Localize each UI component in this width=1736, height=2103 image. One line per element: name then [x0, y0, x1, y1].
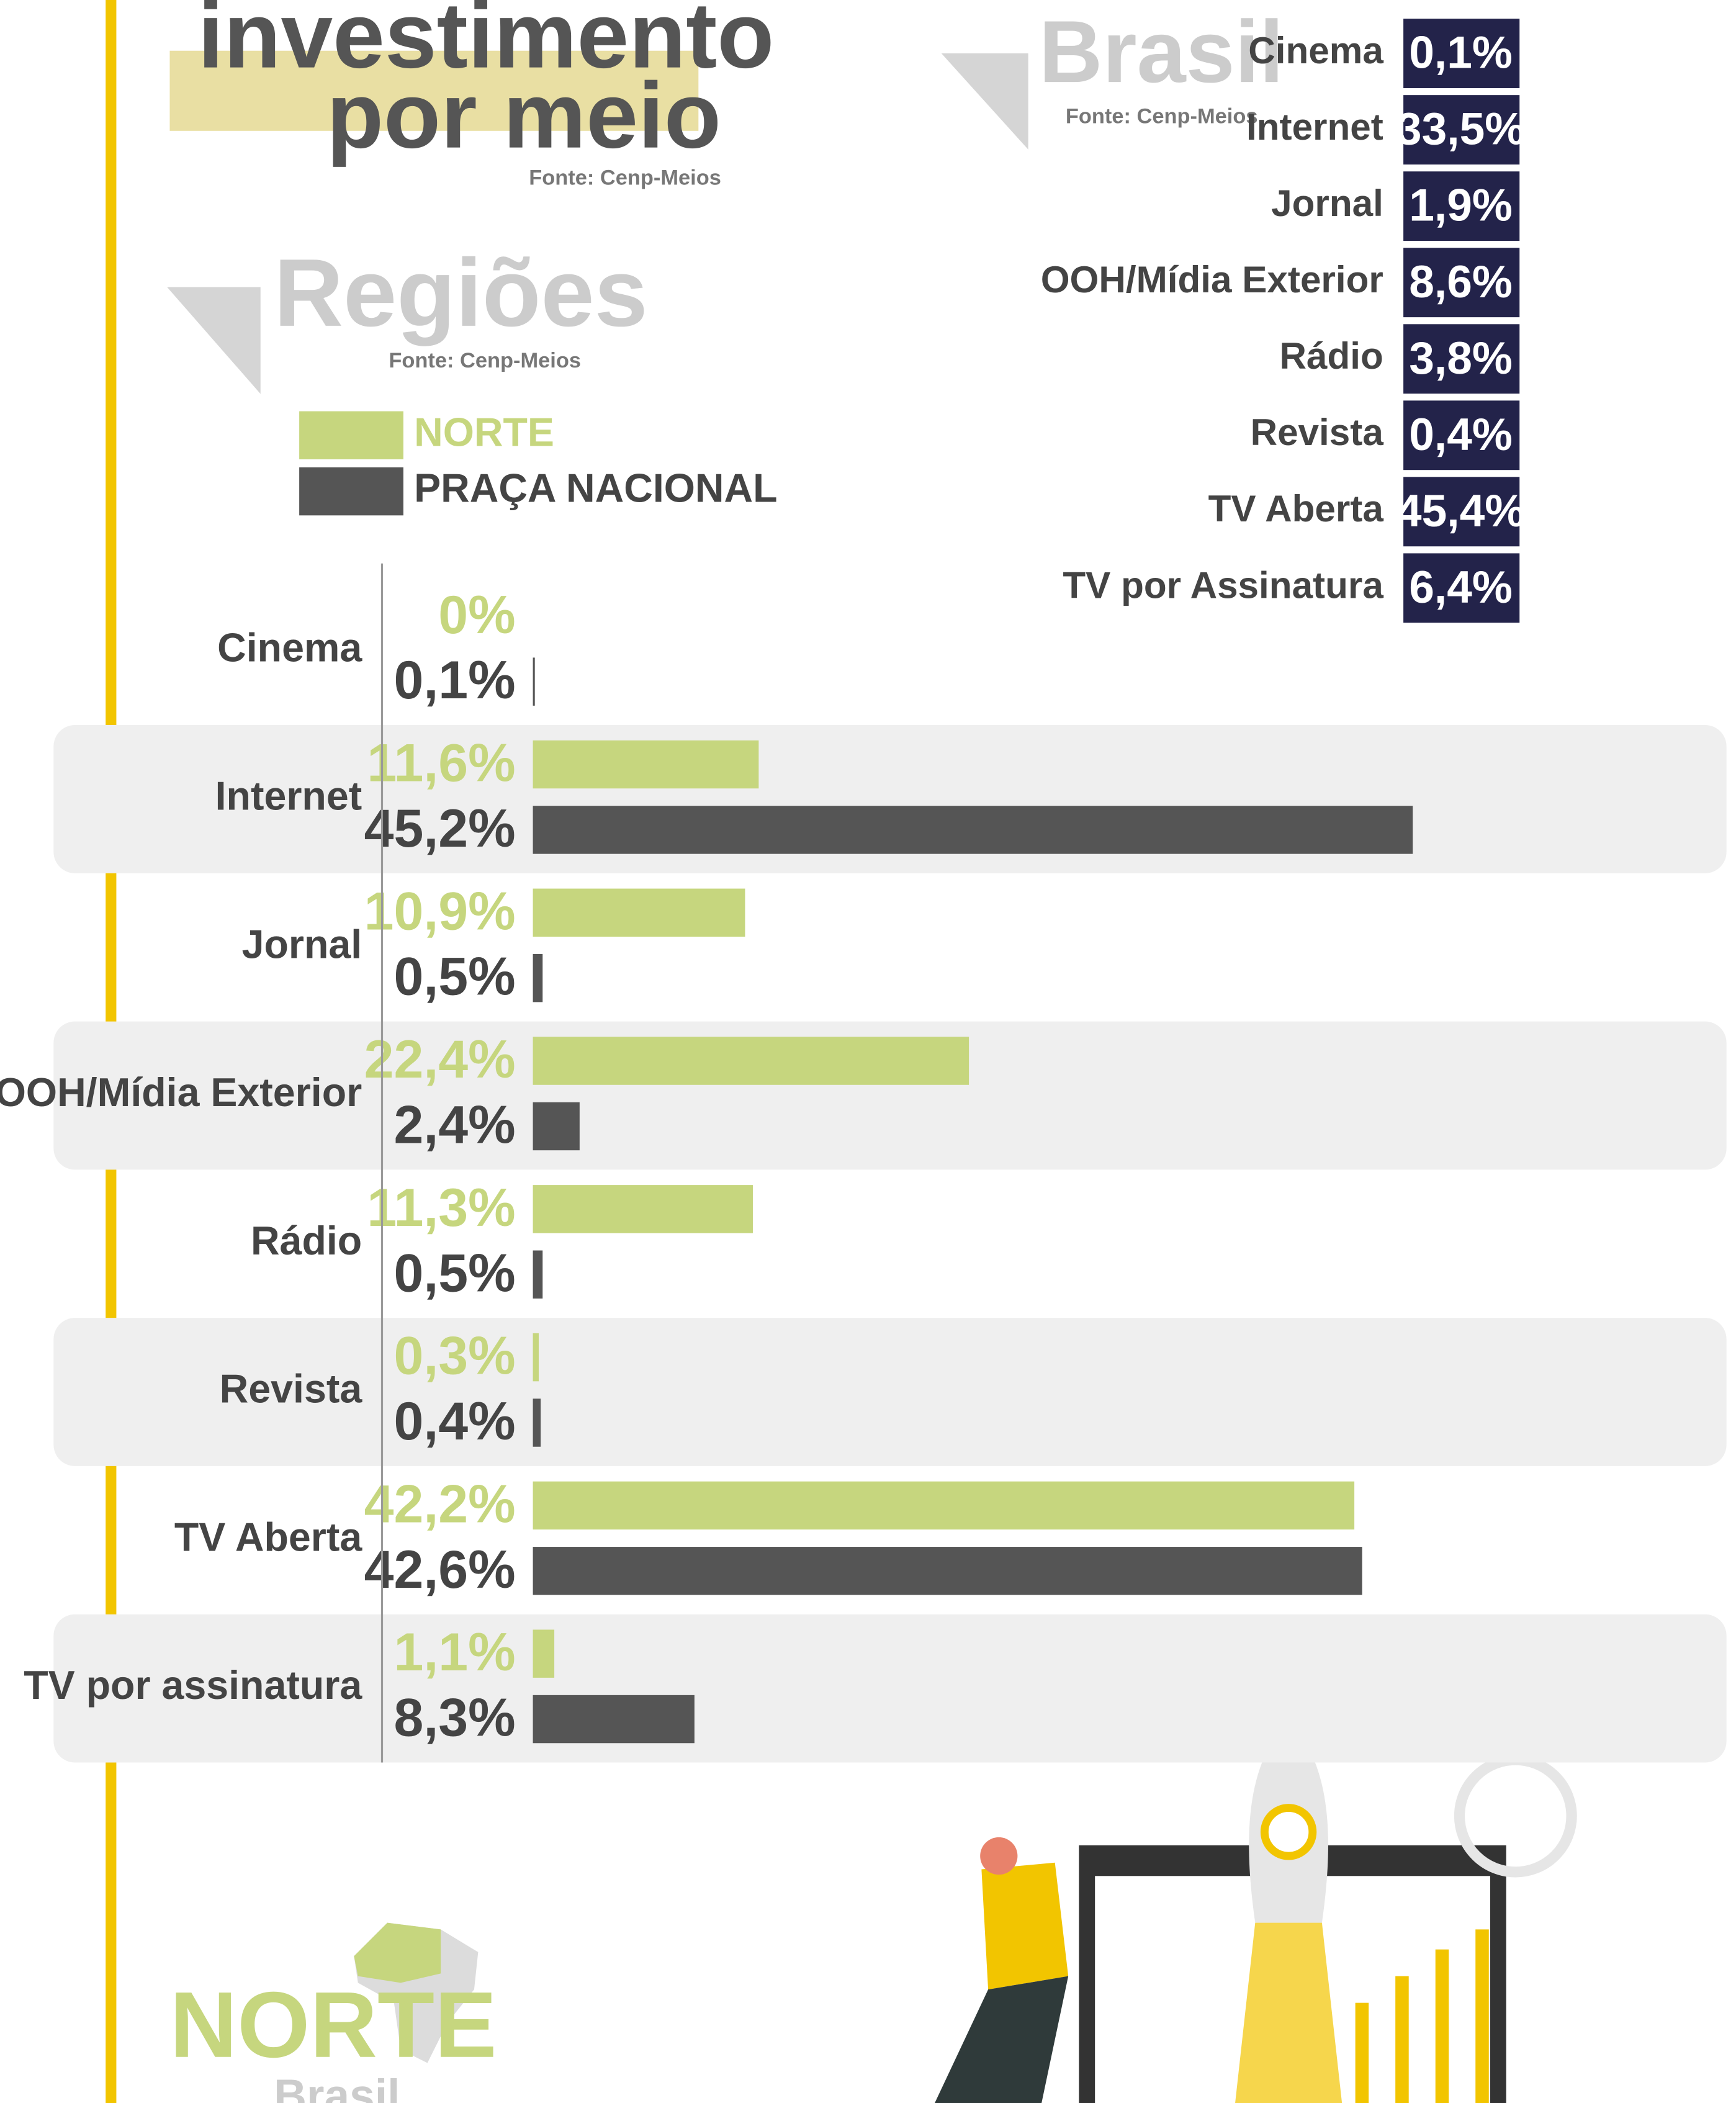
section-title: Brasil: [1039, 2, 1284, 101]
value-label: 0%: [438, 585, 515, 645]
brasil-label: TV por Assinatura: [1063, 564, 1383, 606]
country-name: Brasil: [274, 2071, 400, 2103]
value-label: 42,6%: [364, 1540, 516, 1600]
brasil-value: 8,6%: [1409, 257, 1513, 307]
value-label: 2,4%: [394, 1095, 516, 1155]
value-label: 0,5%: [394, 1243, 516, 1303]
brasil-value: 0,4%: [1409, 410, 1513, 460]
illustration-person: [935, 1976, 1069, 2103]
region-name: NORTE: [169, 1973, 497, 2077]
footer: NORTE Brasil: [169, 1719, 1577, 2103]
title: investimento: [198, 0, 775, 88]
bar: [533, 806, 1413, 854]
value-label: 0,3%: [394, 1326, 516, 1386]
brasil-value: 0,1%: [1409, 28, 1513, 78]
bar: [533, 1185, 753, 1233]
source: Fonte: Cenp-Meios: [1066, 104, 1258, 128]
brasil-label: Cinema: [1248, 29, 1383, 71]
bar: [533, 1037, 969, 1085]
row-background: [53, 1021, 1727, 1170]
brasil-box: [1403, 553, 1520, 623]
category-label: Revista: [220, 1367, 363, 1412]
source: Fonte: Cenp-Meios: [389, 349, 581, 372]
brasil-value: 6,4%: [1409, 562, 1513, 613]
brasil-value: 3,8%: [1409, 333, 1513, 384]
brasil-value: 1,9%: [1409, 181, 1513, 231]
bar: [533, 1695, 695, 1744]
category-label: TV por assinatura: [24, 1663, 362, 1708]
value-label: 22,4%: [364, 1030, 516, 1089]
brasil-box: [1403, 324, 1520, 394]
brasil-box: [1403, 400, 1520, 471]
illustration-window: [1260, 1804, 1317, 1860]
value-label: 8,3%: [394, 1688, 516, 1748]
legend-label: PRAÇA NACIONAL: [414, 466, 777, 511]
legend-label: NORTE: [414, 410, 554, 454]
value-label: 42,2%: [364, 1474, 516, 1534]
row-background: [53, 1614, 1727, 1763]
category-label: Cinema: [217, 626, 362, 670]
value-label: 0,5%: [394, 947, 516, 1007]
value-label: 0,1%: [394, 651, 516, 710]
legend-swatch: [299, 411, 403, 459]
legend-swatch: [299, 467, 403, 516]
value-label: 0,4%: [394, 1392, 516, 1451]
bar: [533, 1398, 541, 1447]
bar: [533, 888, 745, 937]
brasil-box: [1403, 19, 1520, 88]
brasil-box: [1403, 95, 1520, 165]
illustration-person: [981, 1862, 1069, 1990]
category-label: Jornal: [242, 922, 362, 966]
source: Fonte: Cenp-Meios: [529, 166, 721, 189]
brasil-label: OOH/Mídia Exterior: [1041, 258, 1383, 300]
brasil-label: TV Aberta: [1208, 487, 1384, 529]
brasil-box: [1403, 248, 1520, 318]
illustration-globe: [1454, 1754, 1577, 1878]
category-label: OOH/Mídia Exterior: [0, 1070, 362, 1115]
value-label: 10,9%: [364, 881, 516, 941]
brasil-value: 33,5%: [1396, 104, 1525, 155]
section-title: Regiões: [274, 239, 647, 346]
brasil-label: Jornal: [1271, 182, 1383, 224]
map-region: [354, 1922, 441, 1983]
brasil-box: [1403, 477, 1520, 547]
illustration-flame: [1235, 1922, 1342, 2103]
value-label: 1,1%: [394, 1623, 516, 1682]
bar: [533, 1547, 1362, 1595]
bar: [533, 740, 759, 789]
brasil-label: Internet: [1246, 106, 1383, 148]
value-label: 11,6%: [367, 734, 515, 793]
category-label: Internet: [215, 773, 362, 818]
row-background: [53, 1318, 1727, 1466]
bar: [533, 1629, 555, 1678]
brasil-label: Rádio: [1280, 335, 1383, 377]
brasil-value: 45,4%: [1396, 486, 1525, 536]
category-label: Rádio: [251, 1218, 362, 1263]
bar: [533, 1250, 543, 1299]
bar: [533, 1481, 1355, 1530]
illustration-person: [980, 1837, 1018, 1875]
bar: [533, 1102, 580, 1151]
bar: [533, 953, 543, 1002]
illustration-arrows: [1355, 1929, 1489, 2103]
title: por meio: [326, 63, 721, 168]
brasil-label: Revista: [1251, 411, 1384, 453]
value-label: 11,3%: [367, 1178, 515, 1238]
heading-triangle: [941, 53, 1028, 150]
bar: [533, 1333, 539, 1382]
heading-triangle: [167, 287, 261, 394]
title-highlight: [169, 50, 699, 131]
bar: [533, 657, 535, 706]
category-label: TV Aberta: [174, 1515, 362, 1559]
brasil-box: [1403, 171, 1520, 241]
value-label: 45,2%: [364, 799, 516, 858]
